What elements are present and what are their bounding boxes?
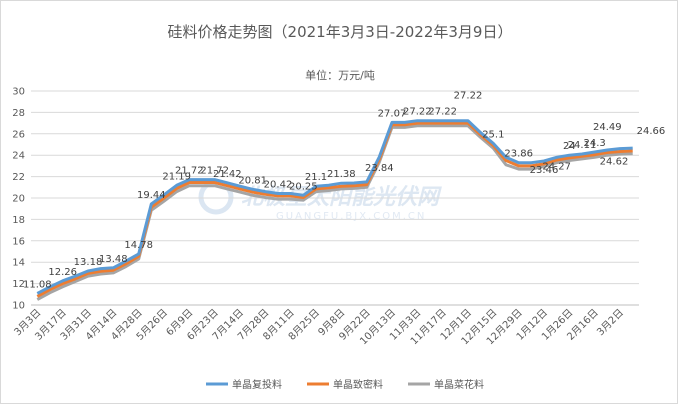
x-axis: 3月3日3月17日3月31日4月14日4月28日5月26日6月9日6月23日7月… [12, 307, 626, 348]
data-label: 12.26 [48, 267, 77, 278]
data-labels: 11.0812.2613.1813.4814.7819.4421.1921.72… [23, 91, 665, 291]
y-axis: 10 12 14 16 18 20 22 24 26 28 30 [12, 87, 25, 312]
data-label: 13.48 [99, 254, 128, 265]
data-label: 24.27 [542, 161, 571, 172]
series-line-3 [36, 124, 633, 301]
y-tick-label: 10 [12, 301, 25, 312]
data-label: 21.38 [327, 169, 356, 180]
data-label: 23.86 [504, 149, 533, 160]
data-label: 13.18 [74, 257, 103, 268]
data-label: 20.42 [264, 180, 293, 191]
data-label: 11.08 [23, 279, 52, 290]
data-label: 24 [563, 141, 576, 152]
data-label: 24.62 [600, 157, 629, 168]
chart-unit-label: 单位：万元/吨 [305, 68, 375, 82]
data-label: 27.22 [428, 107, 457, 118]
y-tick-label: 22 [12, 172, 25, 183]
data-label: 21.42 [213, 169, 242, 180]
data-label: 23.46 [530, 165, 559, 176]
data-label: 14.78 [124, 240, 153, 251]
data-label: 21.72 [175, 166, 204, 177]
y-tick-label: 20 [12, 194, 25, 205]
y-tick-label: 14 [12, 258, 25, 269]
data-label: 20.81 [238, 175, 267, 186]
data-label: 21.1 [305, 172, 327, 183]
watermark-url: GUANGFU.BJX.COM.CN [276, 211, 426, 222]
legend-label: 单晶复投料 [232, 378, 282, 391]
data-label: 27.22 [403, 107, 432, 118]
legend: 单晶复投料 单晶致密料 单晶菜花料 [206, 378, 484, 391]
data-label: 20.25 [289, 181, 318, 192]
data-label: 27.22 [454, 91, 483, 102]
series-line-1 [36, 119, 633, 295]
chart-title: 硅料价格走势图（2021年3月3日-2022年3月9日） [168, 23, 513, 41]
legend-label: 单晶致密料 [333, 378, 383, 391]
y-tick-label: 12 [12, 279, 25, 290]
data-label: 24.11 [568, 140, 597, 151]
y-tick-label: 30 [12, 87, 25, 98]
data-label: 27.07 [378, 108, 407, 119]
data-label: 21.19 [162, 171, 191, 182]
legend-label: 单晶菜花料 [434, 378, 484, 391]
data-label: 21.72 [200, 166, 229, 177]
y-tick-label: 26 [12, 129, 25, 140]
data-label: 24.49 [593, 122, 622, 133]
data-label: 25.1 [482, 129, 504, 140]
data-label: 24.66 [637, 126, 666, 137]
y-tick-label: 28 [12, 108, 25, 119]
data-label: 23.84 [365, 163, 394, 174]
data-label: 19.44 [137, 190, 166, 201]
series-lines [36, 119, 633, 301]
data-label: 24.3 [584, 138, 606, 149]
y-tick-label: 24 [12, 151, 25, 162]
y-tick-label: 18 [12, 215, 25, 226]
gridlines [31, 90, 639, 306]
x-tick-label: 3月2日 [594, 307, 626, 339]
y-tick-label: 16 [12, 236, 25, 247]
series-line-2 [36, 121, 633, 298]
